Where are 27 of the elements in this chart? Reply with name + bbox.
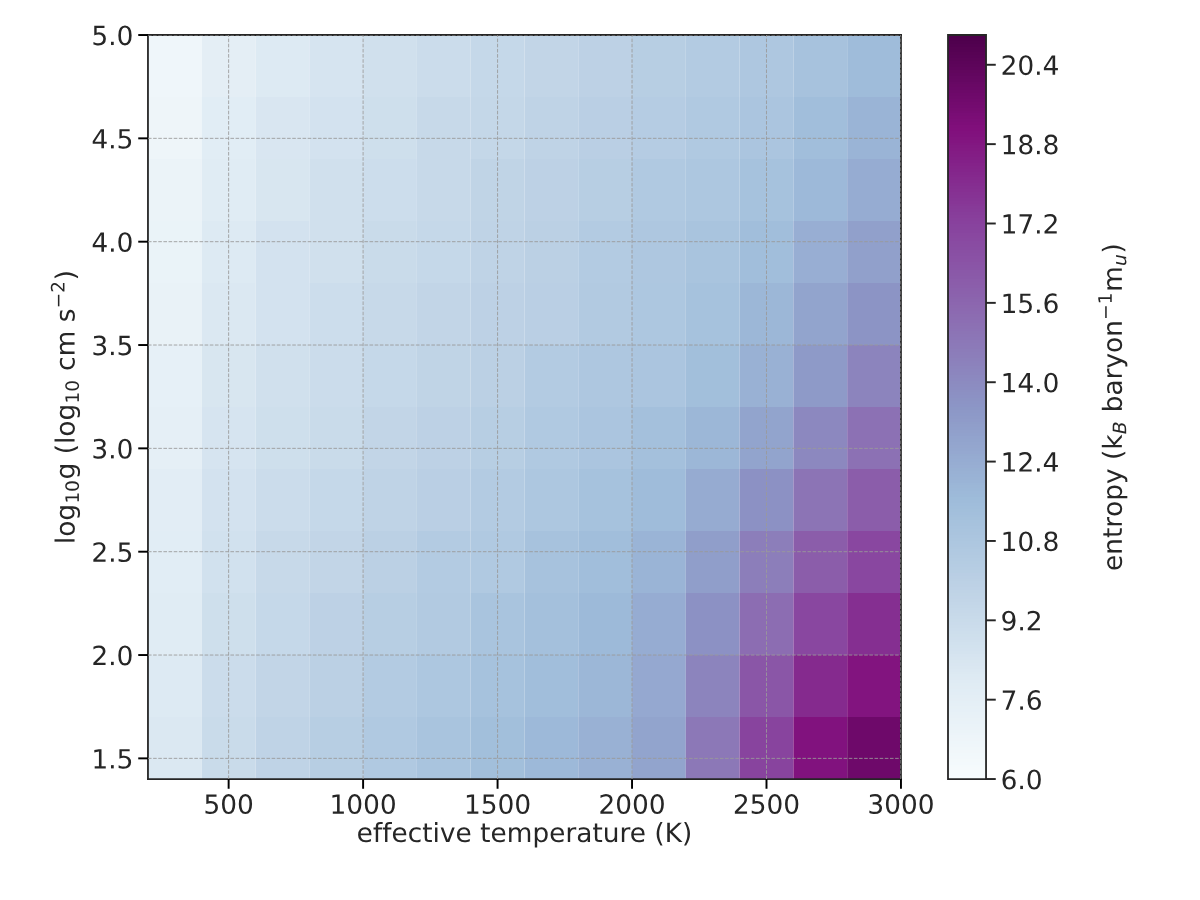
color-bar-label: 17.2 xyxy=(1003,213,1057,234)
y-tick-label: 1.5 xyxy=(94,749,132,769)
color-bar-label: 12.4 xyxy=(1003,452,1058,472)
y-tick-label: 4.5 xyxy=(92,129,132,149)
color-bar-label: 10.8 xyxy=(1003,531,1058,552)
x-tick-label: 1500 xyxy=(466,794,530,815)
color-bar-label: 14.0 xyxy=(1003,372,1058,393)
x-tick-label: 3000 xyxy=(869,794,933,815)
color-bar-label: 7.6 xyxy=(1002,690,1041,711)
x-tick-label: 2500 xyxy=(734,794,799,815)
y-tick-label: 3.5 xyxy=(93,335,132,356)
y-tick-label: 2.5 xyxy=(93,542,132,563)
y-tick-label: 4.0 xyxy=(92,232,132,253)
x-axis-title: effective temperature (K) xyxy=(358,821,690,848)
y-tick-label: 3.0 xyxy=(93,438,132,459)
color-bar-label: 9.2 xyxy=(1002,610,1040,631)
y-tick-label: 5.0 xyxy=(93,25,132,46)
y-tick-label: 2.0 xyxy=(93,645,132,666)
x-tick-label: 2000 xyxy=(600,794,664,815)
color-bar-title: entropy (k$_{B}$ baryon$^{−1}$m$_{u}$) xyxy=(1098,245,1128,570)
color-bar-label: 15.6 xyxy=(1003,293,1058,314)
color-bar-label: 18.8 xyxy=(1003,134,1058,155)
x-tick-label: 1000 xyxy=(332,794,395,815)
x-tick-label: 500 xyxy=(205,794,253,815)
color-bar-label: 6.0 xyxy=(1002,769,1041,790)
color-bar-label: 20.4 xyxy=(1002,55,1058,76)
y-axis-title: log$_{10}$g (log$_{10}$ cm s$^{−2}$) xyxy=(50,272,81,542)
